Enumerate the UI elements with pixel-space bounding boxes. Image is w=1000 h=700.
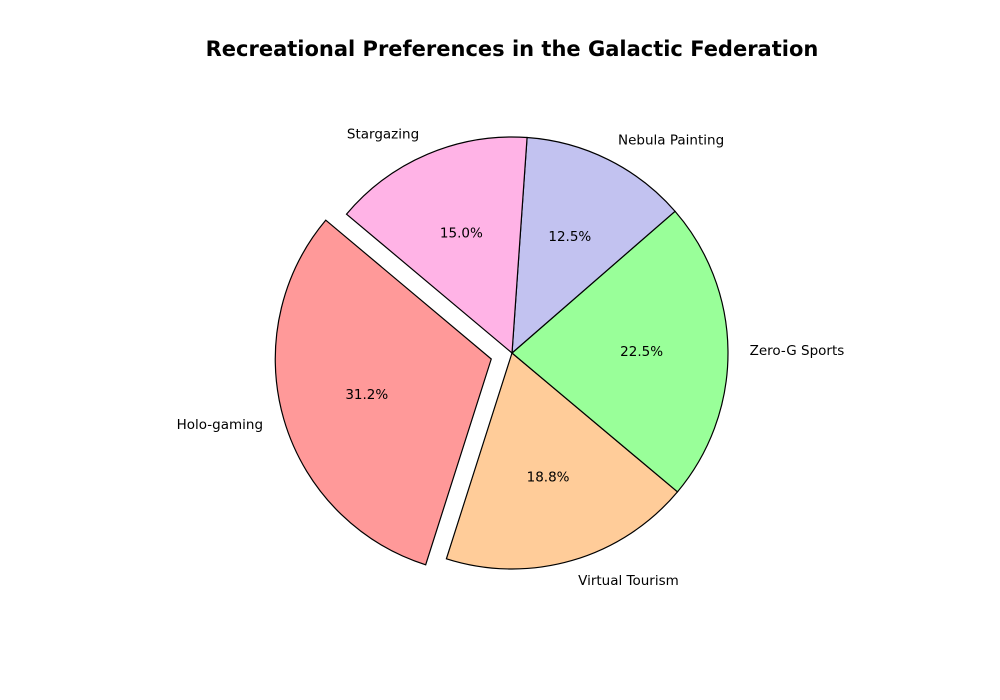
pie-slice-zero-g-sports [511,210,729,493]
category-label-holo-gaming: Holo-gaming [177,417,263,433]
category-label-nebula-painting: Nebula Painting [618,132,724,148]
percent-label-stargazing: 15.0% [440,226,483,242]
chart-title: Recreational Preferences in the Galactic… [206,37,819,61]
pie-slice-nebula-painting [511,136,676,355]
percent-label-nebula-painting: 12.5% [548,229,591,245]
percent-label-virtual-tourism: 18.8% [527,469,570,485]
percent-label-holo-gaming: 31.2% [345,387,388,403]
category-labels: Holo-gaming Virtual Tourism Zero-G Sports N… [177,126,845,589]
percent-labels: 31.2% 18.8% 22.5% 12.5% 15.0% [345,226,663,486]
pie-slices [274,136,729,570]
category-label-virtual-tourism: Virtual Tourism [578,573,679,589]
percent-label-zero-g-sports: 22.5% [620,344,663,360]
pie-slice-virtual-tourism [445,351,679,570]
category-label-zero-g-sports: Zero-G Sports [750,343,845,359]
pie-slice-stargazing [345,136,528,355]
category-label-stargazing: Stargazing [347,126,419,142]
pie-slice-holo-gaming [274,219,492,566]
